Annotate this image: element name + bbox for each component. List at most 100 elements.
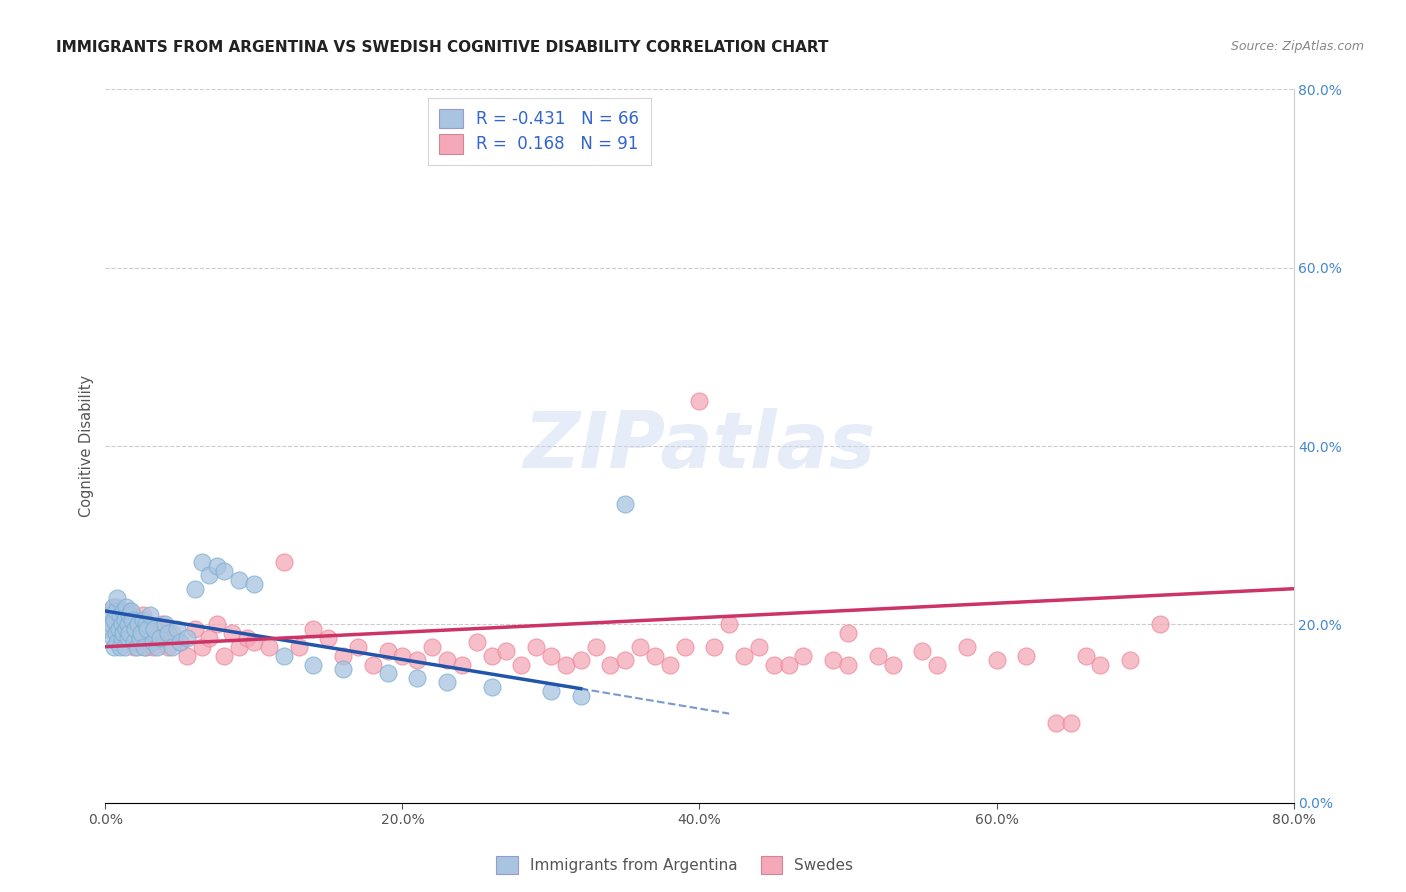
Point [131,613,153,627]
Point [673,640,696,654]
Point [118,626,141,640]
Point [121,617,143,632]
Point [554,657,576,672]
Point [153,617,176,632]
Point [658,657,681,672]
Point [332,648,354,663]
Point [302,622,325,636]
Point [127,635,149,649]
Point [108,622,131,636]
Point [302,657,325,672]
Point [176,648,198,663]
Point [1149,617,1171,632]
Point [142,640,165,654]
Point [128,622,150,636]
Point [316,631,339,645]
Point [127,617,149,632]
Point [540,648,562,663]
Point [101,617,124,632]
Point [169,635,191,649]
Point [778,657,800,672]
Legend: R = -0.431   N = 66, R =  0.168   N = 91: R = -0.431 N = 66, R = 0.168 N = 91 [427,97,651,165]
Point [143,622,166,636]
Point [183,582,205,596]
Point [176,631,198,645]
Point [114,613,136,627]
Point [131,608,153,623]
Text: ZIPatlas: ZIPatlas [523,408,876,484]
Point [98,604,121,618]
Point [129,626,152,640]
Point [406,671,429,685]
Point [628,640,651,654]
Point [205,617,228,632]
Point [136,622,159,636]
Point [114,640,136,654]
Point [420,640,443,654]
Point [117,631,139,645]
Point [823,653,845,667]
Point [120,626,142,640]
Point [153,622,176,636]
Point [105,591,128,605]
Point [162,640,184,654]
Point [146,640,169,654]
Point [198,568,221,582]
Point [986,653,1008,667]
Point [377,644,399,658]
Point [733,648,755,663]
Point [214,564,236,578]
Point [221,626,243,640]
Point [481,680,503,694]
Point [105,635,128,649]
Point [540,684,562,698]
Point [361,657,384,672]
Point [136,622,159,636]
Point [191,640,214,654]
Point [1015,648,1038,663]
Point [122,640,145,654]
Point [103,613,125,627]
Point [115,622,138,636]
Point [391,648,413,663]
Point [510,657,533,672]
Point [436,675,458,690]
Point [183,622,205,636]
Point [228,640,250,654]
Point [104,626,127,640]
Point [117,617,139,632]
Point [837,657,859,672]
Point [436,653,458,667]
Point [406,653,429,667]
Point [111,631,134,645]
Point [257,640,280,654]
Point [162,626,184,640]
Point [104,622,127,636]
Point [748,640,770,654]
Point [139,635,162,649]
Point [599,657,621,672]
Point [166,622,188,636]
Point [481,648,503,663]
Point [1045,715,1067,730]
Point [837,626,859,640]
Point [273,555,295,569]
Point [243,577,266,591]
Point [139,608,162,623]
Point [614,497,637,511]
Point [927,657,949,672]
Point [882,657,904,672]
Point [112,622,135,636]
Point [191,555,214,569]
Point [347,640,370,654]
Point [703,640,725,654]
Point [465,635,488,649]
Point [114,613,136,627]
Point [332,662,354,676]
Point [125,640,148,654]
Point [103,640,125,654]
Point [287,640,309,654]
Text: IMMIGRANTS FROM ARGENTINA VS SWEDISH COGNITIVE DISABILITY CORRELATION CHART: IMMIGRANTS FROM ARGENTINA VS SWEDISH COG… [56,40,828,55]
Point [450,657,472,672]
Point [98,608,121,623]
